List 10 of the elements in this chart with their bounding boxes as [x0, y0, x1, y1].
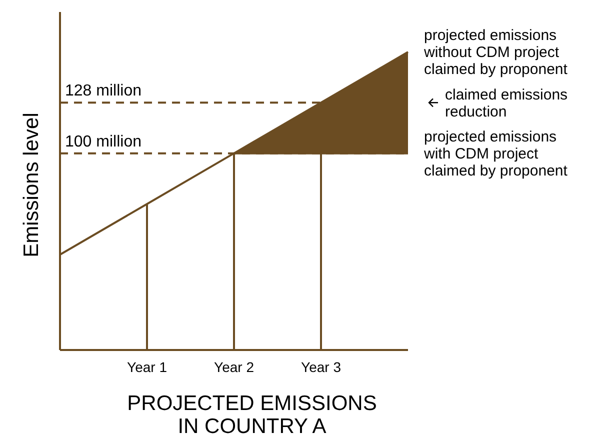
text: claimed emissions reduction [445, 86, 568, 121]
x-tick-label: Year 2 [214, 359, 254, 375]
text: projected emissions without CDM project claimed by proponent [423, 27, 568, 78]
x-axis-title: PROJECTED EMISSIONS IN COUNTRY A [127, 392, 377, 438]
x-tick-label: Year 3 [301, 359, 342, 375]
y-axis-title: Emissions level [20, 112, 43, 258]
ref-line-label: 128 million [65, 82, 142, 100]
ref-line-label: 100 million [65, 133, 142, 150]
x-tick-label: Year 1 [127, 359, 168, 375]
text: projected emissions with CDM project claimed by proponent [423, 128, 568, 180]
